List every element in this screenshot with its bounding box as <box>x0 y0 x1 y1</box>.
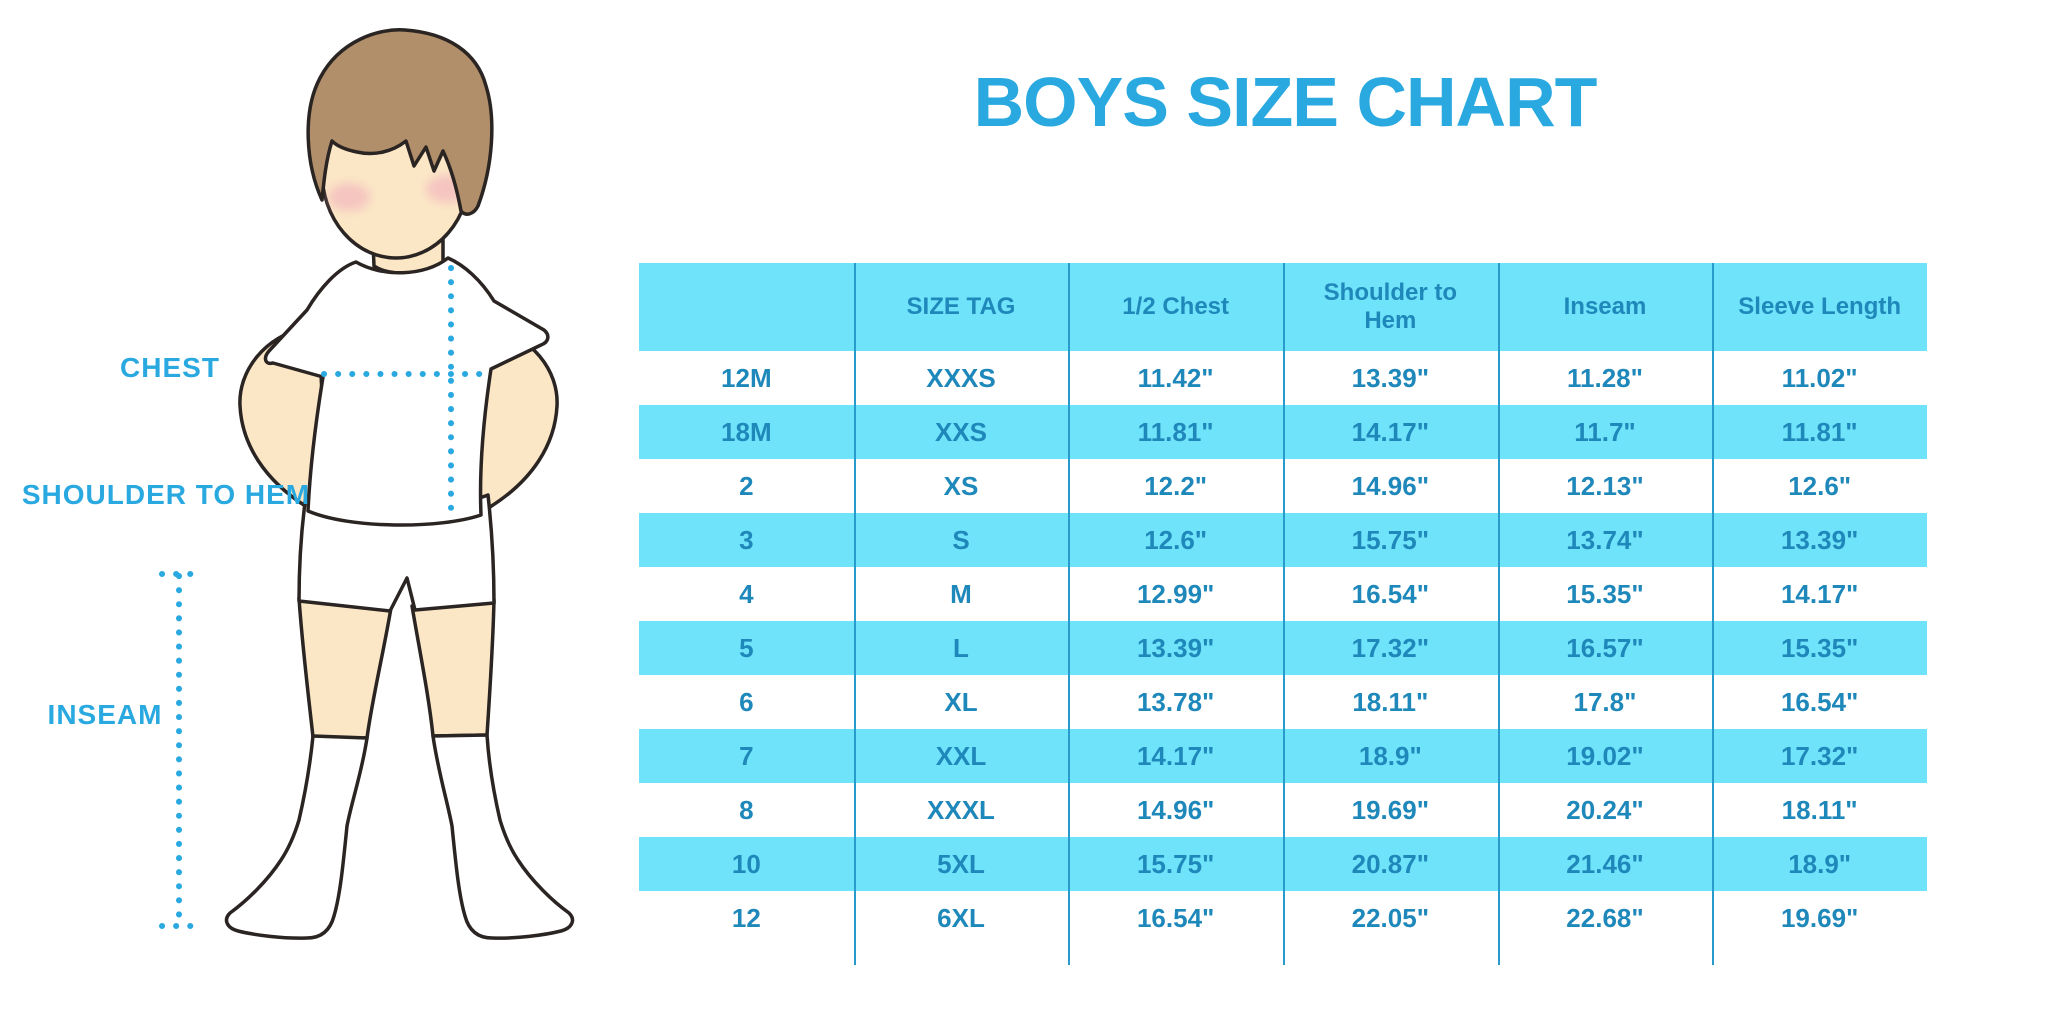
hair <box>306 28 494 216</box>
table-cell: 22.05" <box>1351 902 1430 933</box>
table-cell: 5XL <box>937 848 985 879</box>
table-cell: 3 <box>739 524 754 555</box>
column-divider <box>853 263 856 965</box>
table-cell: 13.39" <box>1351 362 1430 393</box>
table-cell: 21.46" <box>1566 848 1644 879</box>
table-cell: 13.74" <box>1566 524 1644 555</box>
table-cell: 13.39" <box>1136 632 1215 663</box>
table-cell: 16.57" <box>1566 632 1644 663</box>
table-cell: 13.39" <box>1780 524 1859 555</box>
table-cell: 12.6" <box>1144 524 1208 555</box>
table-cell: 7 <box>739 740 754 771</box>
boy-illustration <box>159 28 575 940</box>
header-cell-sleeve-length: Sleeve Length <box>1738 293 1902 321</box>
header-cell-size <box>639 263 854 351</box>
table-cell: 15.35" <box>1566 578 1644 609</box>
table-cell: 17.32" <box>1351 632 1430 663</box>
table-cell: 18.9" <box>1358 740 1422 771</box>
table-cell: XS <box>943 470 979 501</box>
table-cell: 15.75" <box>1136 848 1215 879</box>
table-cell: XXS <box>934 416 987 447</box>
column-divider <box>1068 263 1071 965</box>
table-cell: 11.7" <box>1574 416 1636 447</box>
right-thigh <box>410 598 496 738</box>
table-cell: 12.99" <box>1136 578 1215 609</box>
table-cell: 11.81" <box>1781 416 1858 447</box>
measurement-lines <box>159 265 490 929</box>
header-cell-shoulder-to-hem: Shoulder to Hem <box>1323 279 1457 334</box>
table-cell: 12 <box>731 902 761 933</box>
header-cell-inseam: Inseam <box>1563 293 1647 321</box>
header-cell-half-chest: 1/2 Chest <box>1122 293 1230 321</box>
table-cell: 16.54" <box>1351 578 1430 609</box>
table-cell: 2 <box>739 470 754 501</box>
table-cell: M <box>950 578 972 609</box>
table-cell: L <box>953 632 969 663</box>
table-cell: 22.68" <box>1566 902 1644 933</box>
table-cell: 14.96" <box>1351 470 1430 501</box>
table-cell: 19.69" <box>1780 902 1859 933</box>
table-cell: 18M <box>721 416 772 447</box>
page-title: BOYS SIZE CHART <box>973 63 1598 141</box>
table-cell: XXXL <box>927 794 995 825</box>
table-cell: XXL <box>935 740 987 771</box>
table-cell: 12.6" <box>1788 470 1852 501</box>
boy-body <box>224 28 575 940</box>
table-cell: 16.54" <box>1136 902 1215 933</box>
column-divider <box>1283 263 1285 965</box>
table-cell: 14.17" <box>1780 578 1859 609</box>
table-cell: 17.32" <box>1780 740 1859 771</box>
table-cell: 5 <box>739 632 754 663</box>
table-cell: 6XL <box>937 902 985 933</box>
table-cell: 15.35" <box>1780 632 1859 663</box>
table-cell: 11.02" <box>1781 362 1858 393</box>
table-cell: 18.11" <box>1781 794 1858 825</box>
left-sock <box>224 734 369 940</box>
table-cell: 12M <box>721 362 772 393</box>
table-cell: 14.17" <box>1351 416 1430 447</box>
table-cell: 6 <box>739 686 754 717</box>
table-cell: 14.17" <box>1136 740 1215 771</box>
table-cell: 11.42" <box>1137 362 1214 393</box>
table-cell: 4 <box>739 578 754 609</box>
table-cell: S <box>952 524 970 555</box>
table-cell: 14.96" <box>1136 794 1215 825</box>
table-cell: 16.54" <box>1780 686 1859 717</box>
table-cell: XL <box>944 686 978 717</box>
shoulder-to-hem-label: SHOULDER TO HEM <box>21 479 311 510</box>
size-table: SIZE TAG 1/2 Chest Shoulder to Hem Insea… <box>639 263 1927 965</box>
table-cell: 10 <box>731 848 761 879</box>
left-thigh <box>297 596 393 740</box>
table-cell: 15.75" <box>1351 524 1430 555</box>
column-divider <box>1497 263 1500 965</box>
table-cell: 8 <box>739 794 754 825</box>
header-cell-size-tag: SIZE TAG <box>906 293 1016 321</box>
table-cell: 12.13" <box>1566 470 1644 501</box>
blush-left <box>328 183 370 211</box>
right-sock <box>431 733 575 940</box>
table-cell: 18.11" <box>1352 686 1429 717</box>
chest-label: CHEST <box>120 352 220 383</box>
shirt <box>263 256 550 527</box>
table-cell: 20.24" <box>1566 794 1644 825</box>
column-divider <box>1712 263 1715 965</box>
table-cell: 12.2" <box>1144 470 1208 501</box>
inseam-label: INSEAM <box>47 699 163 730</box>
table-cell: 20.87" <box>1351 848 1430 879</box>
table-cell: 11.28" <box>1567 362 1643 393</box>
table-cell: 13.78" <box>1136 686 1215 717</box>
measurement-figure: CHEST SHOULDER TO HEM INSEAM <box>0 0 640 1024</box>
table-cell: 19.02" <box>1566 740 1644 771</box>
table-cell: 17.8" <box>1573 686 1637 717</box>
table-cell: 19.69" <box>1351 794 1430 825</box>
table-cell: XXXS <box>926 362 996 393</box>
table-cell: 11.81" <box>1137 416 1214 447</box>
table-cell: 18.9" <box>1788 848 1852 879</box>
